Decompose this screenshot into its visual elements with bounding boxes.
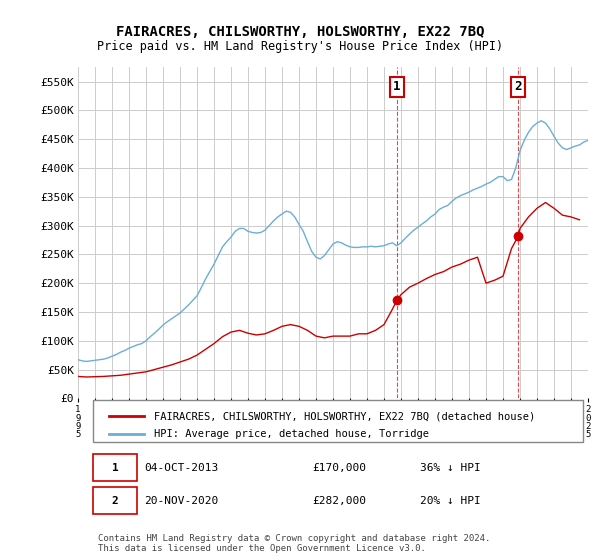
Text: 04-OCT-2013: 04-OCT-2013 <box>145 463 218 473</box>
Text: 36% ↓ HPI: 36% ↓ HPI <box>420 463 481 473</box>
Text: Price paid vs. HM Land Registry's House Price Index (HPI): Price paid vs. HM Land Registry's House … <box>97 40 503 53</box>
Text: HPI: Average price, detached house, Torridge: HPI: Average price, detached house, Torr… <box>155 430 430 440</box>
Text: FAIRACRES, CHILSWORTHY, HOLSWORTHY, EX22 7BQ (detached house): FAIRACRES, CHILSWORTHY, HOLSWORTHY, EX22… <box>155 412 536 421</box>
Text: FAIRACRES, CHILSWORTHY, HOLSWORTHY, EX22 7BQ: FAIRACRES, CHILSWORTHY, HOLSWORTHY, EX22… <box>116 25 484 39</box>
Text: 2: 2 <box>515 81 522 94</box>
Text: £282,000: £282,000 <box>313 496 367 506</box>
Text: 2: 2 <box>112 496 119 506</box>
Text: 20% ↓ HPI: 20% ↓ HPI <box>420 496 481 506</box>
Text: 1: 1 <box>112 463 119 473</box>
Text: £170,000: £170,000 <box>313 463 367 473</box>
Text: 20-NOV-2020: 20-NOV-2020 <box>145 496 218 506</box>
FancyBboxPatch shape <box>94 400 583 442</box>
Text: Contains HM Land Registry data © Crown copyright and database right 2024.
This d: Contains HM Land Registry data © Crown c… <box>98 534 491 553</box>
FancyBboxPatch shape <box>94 454 137 481</box>
Text: 1: 1 <box>393 81 401 94</box>
FancyBboxPatch shape <box>94 487 137 514</box>
